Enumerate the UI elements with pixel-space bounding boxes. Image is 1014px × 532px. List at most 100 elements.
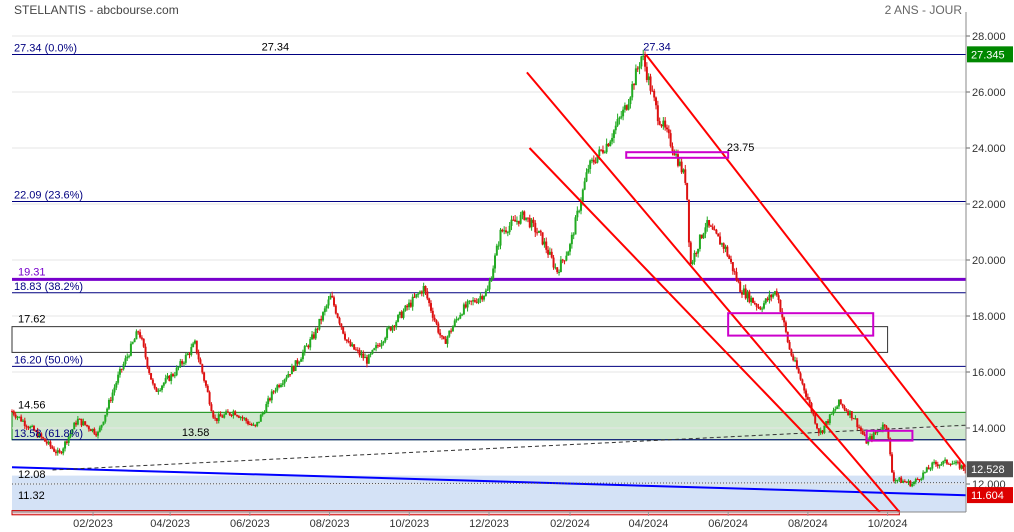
candle-body xyxy=(629,97,632,105)
candle-body xyxy=(270,391,273,401)
candle-body xyxy=(543,241,546,245)
price-badge xyxy=(967,461,1013,478)
candle-body xyxy=(755,304,758,307)
fib-label: 27.34 (0.0%) xyxy=(14,42,77,54)
candle-body xyxy=(693,252,696,262)
x-tick-label: 06/2024 xyxy=(708,518,748,530)
candle-body xyxy=(199,359,202,365)
candle-body xyxy=(327,299,330,306)
candle-body xyxy=(376,345,379,347)
candle-body xyxy=(60,451,63,454)
candle-body xyxy=(735,271,738,281)
trend-layer xyxy=(11,424,967,497)
candle-body xyxy=(936,464,939,467)
candle-body xyxy=(257,421,260,423)
candle-body xyxy=(53,448,56,452)
y-tick-label: 14.000 xyxy=(972,423,1006,435)
candle-body xyxy=(303,346,306,353)
candle-body xyxy=(603,152,606,154)
x-tick-label: 08/2023 xyxy=(310,518,350,530)
candle-body xyxy=(552,257,555,268)
candle-body xyxy=(920,478,923,480)
candle-body xyxy=(550,251,553,258)
candle-body xyxy=(305,345,308,347)
candle-body xyxy=(620,116,623,118)
candle-body xyxy=(634,68,637,86)
candle-body xyxy=(689,242,692,265)
candle-body xyxy=(64,441,67,449)
candle-body xyxy=(757,306,760,308)
candle-body xyxy=(139,332,142,338)
candle-body xyxy=(519,214,522,224)
candle-body xyxy=(682,169,685,173)
candle-body xyxy=(27,427,30,429)
price-badge-label: 11.604 xyxy=(971,490,1004,502)
candle-body xyxy=(812,411,815,415)
candle-body xyxy=(298,361,301,364)
candle-body xyxy=(684,169,687,183)
candle-body xyxy=(653,90,656,98)
candle-body xyxy=(794,360,797,362)
candle-body xyxy=(23,420,26,426)
candle-body xyxy=(290,366,293,375)
highlight-box xyxy=(865,429,914,442)
candle-body xyxy=(312,334,315,339)
candle-body xyxy=(435,320,438,324)
candle-body xyxy=(254,424,257,426)
candle-body xyxy=(830,413,833,415)
candle-body xyxy=(695,252,698,254)
candle-body xyxy=(146,357,149,368)
candle-body xyxy=(912,481,915,485)
candle-body xyxy=(788,342,791,350)
candle-body xyxy=(814,414,817,424)
candle-body xyxy=(336,313,339,318)
candle-body xyxy=(633,84,636,86)
candle-body xyxy=(953,463,956,465)
candle-body xyxy=(73,422,76,430)
fib-label: 22.09 (23.6%) xyxy=(14,189,83,201)
candle-body xyxy=(16,416,19,418)
candle-body xyxy=(687,199,690,243)
candle-body xyxy=(455,319,458,321)
candle-body xyxy=(748,291,751,303)
candle-body xyxy=(391,325,394,331)
candle-body xyxy=(137,331,140,333)
candle-body xyxy=(616,119,619,126)
candle-body xyxy=(424,286,427,292)
candle-body xyxy=(483,295,486,300)
candle-body xyxy=(71,429,74,433)
candle-body xyxy=(365,357,368,364)
candle-body xyxy=(547,249,550,255)
candle-body xyxy=(150,373,153,380)
candle-body xyxy=(190,347,193,355)
candle-body xyxy=(320,318,323,321)
candle-body xyxy=(172,374,175,377)
candle-body xyxy=(91,428,94,432)
candle-body xyxy=(256,421,259,426)
candle-body xyxy=(691,261,694,265)
candle-body xyxy=(669,133,672,147)
candle-body xyxy=(545,241,548,250)
candle-body xyxy=(484,290,487,296)
candle-body xyxy=(204,380,207,386)
boxes-layer xyxy=(625,151,914,442)
candle-body xyxy=(722,243,725,249)
period-label: 2 ANS - JOUR xyxy=(885,3,963,17)
candle-body xyxy=(636,68,639,70)
candle-body xyxy=(353,344,356,350)
candle-body xyxy=(338,317,341,324)
candle-body xyxy=(816,423,819,429)
candle-body xyxy=(84,421,87,425)
candle-body xyxy=(206,385,209,393)
candle-body xyxy=(956,461,959,463)
candle-body xyxy=(118,368,121,375)
candle-body xyxy=(548,251,551,255)
candle-body xyxy=(845,409,848,412)
candle-body xyxy=(371,349,374,354)
candle-body xyxy=(307,345,310,348)
x-tick-label: 02/2024 xyxy=(550,518,590,530)
candle-body xyxy=(38,433,41,438)
candle-body xyxy=(188,353,191,355)
candle-body xyxy=(51,446,54,449)
candle-body xyxy=(140,337,143,339)
